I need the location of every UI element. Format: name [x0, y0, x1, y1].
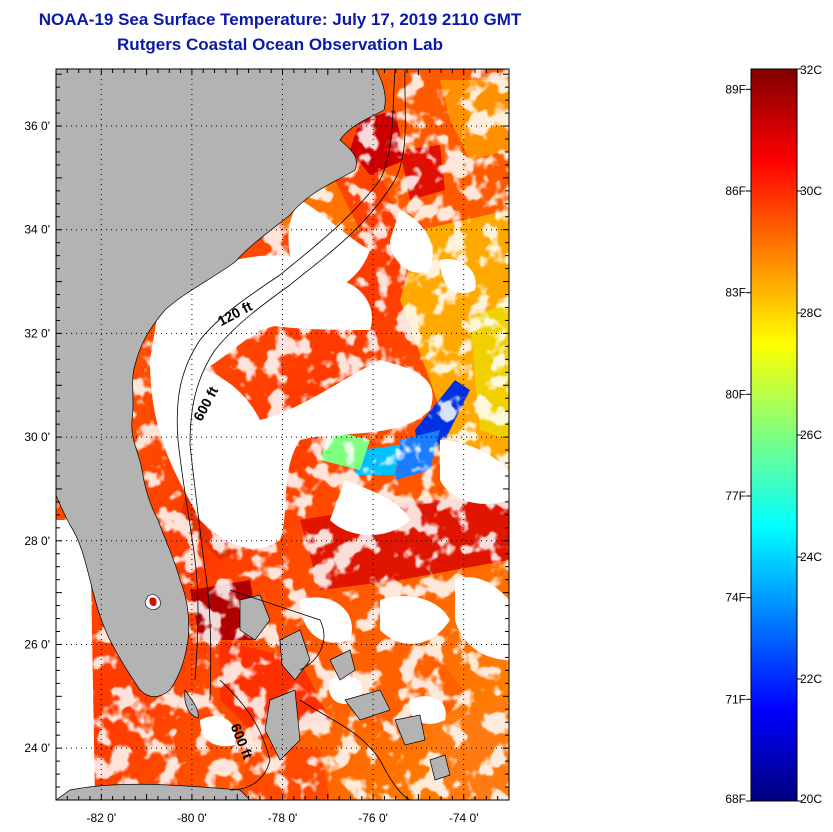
axis-ticks: 24 0' 26 0' 28 0' 30 0' 32 0' 34 0' 36 0' -82 0… — [24, 69, 510, 825]
lat-tick-label: 32 0' — [24, 326, 50, 340]
lat-tick-label: 24 0' — [24, 741, 50, 755]
lon-tick-label: -78 0' — [268, 811, 298, 825]
lat-tick-label: 30 0' — [24, 430, 50, 444]
lon-tick-label: -82 0' — [86, 811, 116, 825]
lat-tick-label: 28 0' — [24, 534, 50, 548]
map-subtitle: Rutgers Coastal Ocean Observation Lab — [117, 35, 443, 54]
lat-tick-label: 26 0' — [24, 637, 50, 651]
bathymetry-contours — [176, 69, 411, 800]
lat-tick-label: 34 0' — [24, 223, 50, 237]
lon-tick-label: -80 0' — [177, 811, 207, 825]
map-title: NOAA-19 Sea Surface Temperature: July 17… — [38, 10, 522, 29]
lat-tick-label: 36 0' — [24, 119, 50, 133]
lon-tick-label: -74 0' — [449, 811, 479, 825]
lake-sst — [149, 597, 157, 607]
graticule — [56, 69, 509, 800]
lon-tick-label: -76 0' — [358, 811, 388, 825]
